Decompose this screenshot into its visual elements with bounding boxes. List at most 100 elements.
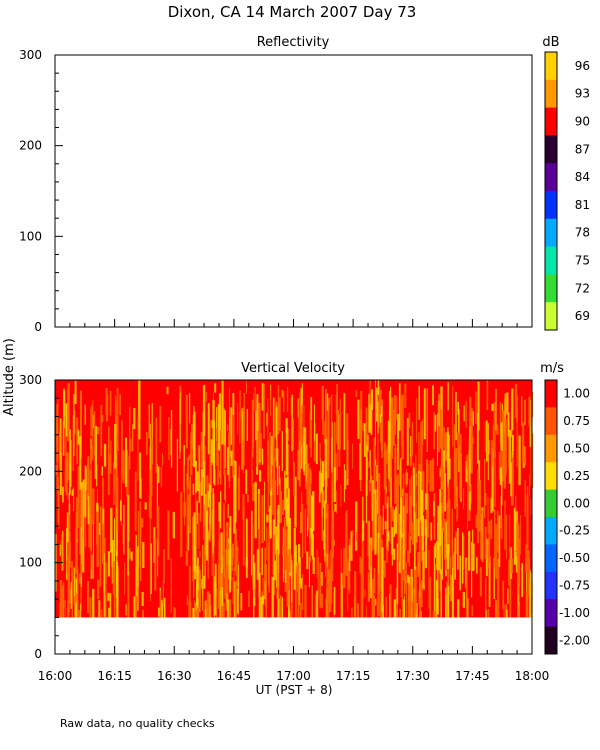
velocity-cell (304, 509, 307, 553)
velocity-cell (516, 522, 519, 557)
velocity-cell (81, 481, 84, 532)
velocity-cell (368, 461, 370, 468)
velocity-cell (107, 592, 110, 602)
velocity-cell (98, 600, 101, 618)
velocity-cell (293, 528, 296, 590)
velocity-cell (96, 464, 98, 487)
velocity-cell (206, 391, 208, 402)
velocity-cell (490, 519, 493, 539)
velocity-cell (472, 543, 475, 571)
velocity-cell (494, 509, 496, 568)
velocity-cell (164, 597, 166, 618)
velocity-cell (109, 390, 112, 416)
velocity-cell (256, 549, 260, 580)
velocity-cell (218, 564, 220, 609)
velocity-cell (398, 464, 400, 486)
velocity-cell (420, 471, 422, 523)
velocity-cell (406, 562, 407, 618)
velocity-cell (288, 518, 291, 576)
velocity-cell (426, 494, 429, 538)
velocity-cell (370, 537, 373, 599)
velocity-cell (123, 504, 125, 555)
velocity-cell (377, 430, 379, 482)
velocity-cell (133, 408, 136, 430)
velocity-cell (368, 521, 370, 571)
velocity-cell (163, 549, 165, 584)
reflectivity-colorbar-swatch (545, 107, 557, 136)
velocity-cell (299, 392, 301, 445)
velocity-cell (246, 409, 248, 441)
velocity-cell (375, 459, 377, 466)
velocity-colorbar-swatch (545, 626, 557, 655)
velocity-cell (70, 440, 72, 472)
velocity-cell (82, 479, 85, 517)
velocity-cell (382, 605, 384, 618)
velocity-cell (511, 388, 514, 431)
velocity-cell (457, 527, 459, 570)
velocity-colorbar-swatch (545, 407, 557, 436)
velocity-cell (497, 558, 500, 618)
reflectivity-colorbar-unit: dB (542, 35, 559, 50)
velocity-cell (518, 603, 520, 618)
velocity-cell (90, 407, 93, 437)
velocity-cell (495, 524, 498, 579)
velocity-cell (71, 561, 73, 604)
velocity-cell (113, 573, 116, 618)
velocity-colorbar: 1.00 0.75 0.50 0.25 0.00 -0.25 -0.50 -0.75 -1.00… (544, 379, 590, 655)
velocity-cell (219, 587, 221, 618)
velocity-cell (407, 574, 409, 584)
velocity-cell (180, 492, 183, 557)
velocity-cell (337, 440, 338, 480)
velocity-cell (359, 443, 361, 480)
velocity-cell (324, 563, 327, 577)
velocity-cell (245, 518, 248, 579)
velocity-cell (168, 417, 170, 461)
velocity-cell (283, 517, 286, 541)
velocity-cell (111, 540, 114, 567)
velocity-cell (216, 427, 218, 466)
velocity-cell (498, 515, 501, 567)
velocity-cell (509, 560, 512, 618)
velocity-colorbar-swatch (545, 462, 557, 491)
velocity-cell (331, 422, 333, 473)
velocity-cell (468, 491, 471, 511)
velocity-cell (276, 406, 278, 468)
velocity-cell (108, 607, 110, 618)
velocity-cell (376, 387, 378, 422)
velocity-cell (367, 434, 369, 452)
velocity-cell (251, 510, 253, 576)
velocity-cell (120, 500, 122, 522)
velocity-cell (196, 471, 199, 492)
velocity-cell (151, 403, 153, 465)
velocity-cell (363, 423, 366, 457)
velocity-cell (422, 471, 425, 512)
velocity-x-tick-label: 16:45 (217, 669, 252, 683)
velocity-cell (495, 388, 497, 431)
velocity-cell (187, 457, 189, 489)
velocity-cell (368, 409, 371, 431)
velocity-cell (471, 411, 474, 426)
velocity-cell (96, 512, 97, 545)
velocity-cell (308, 557, 310, 588)
reflectivity-plot-frame (54, 54, 533, 328)
velocity-cell (332, 510, 335, 553)
velocity-cell (82, 488, 84, 539)
velocity-cell (304, 584, 307, 618)
velocity-cell (404, 383, 407, 408)
velocity-cell (433, 493, 436, 540)
velocity-cell (187, 494, 190, 526)
velocity-cell (293, 461, 295, 496)
velocity-cell (231, 548, 233, 572)
velocity-cell (477, 417, 479, 426)
velocity-cell (209, 420, 211, 485)
velocity-cell (516, 395, 518, 422)
velocity-cell (317, 556, 319, 598)
velocity-cell (504, 418, 507, 476)
velocity-cell (223, 426, 225, 475)
reflectivity-colorbar-swatch (545, 218, 557, 248)
velocity-cell (69, 541, 71, 568)
velocity-cell (451, 555, 454, 618)
velocity-cell (452, 386, 454, 447)
velocity-cell (265, 604, 267, 618)
velocity-cell (263, 383, 265, 439)
